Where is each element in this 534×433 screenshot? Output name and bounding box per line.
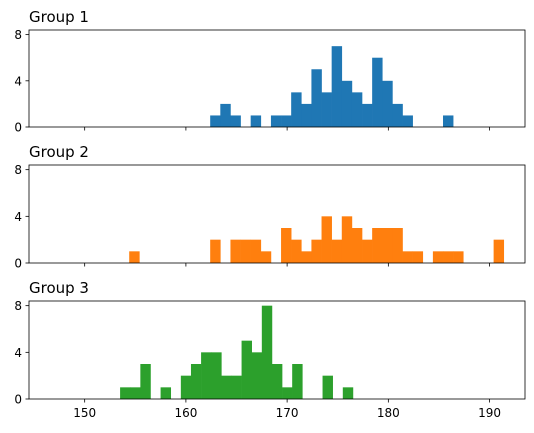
- histogram-bar: [341, 216, 353, 263]
- ticks-group-3: 150 160 170 180 190 0 4 8: [14, 299, 501, 420]
- x-tick-label: 170: [276, 406, 299, 420]
- histogram-bar: [372, 57, 383, 127]
- histogram-bar: [251, 352, 263, 399]
- histogram-bar: [281, 115, 292, 127]
- histogram-bar: [261, 305, 273, 399]
- histogram-bar: [331, 46, 343, 127]
- histogram-bar: [291, 239, 302, 263]
- histogram-bar: [362, 239, 373, 263]
- ticks-group-1: 0 4 8: [14, 28, 490, 135]
- y-tick-label: 4: [14, 346, 22, 360]
- ticks-group-2: 0 4 8: [14, 163, 490, 271]
- axes-frame: [28, 300, 526, 400]
- histogram-bar: [342, 387, 354, 399]
- y-tick-label: 8: [14, 299, 22, 313]
- x-tick-label: 190: [478, 406, 501, 420]
- histogram-bar: [270, 115, 282, 127]
- panel-title: Group 3: [29, 279, 89, 297]
- histogram-bar: [211, 352, 222, 399]
- histogram-bar: [210, 115, 221, 127]
- histogram-bar: [372, 228, 383, 263]
- y-tick-label: 0: [14, 393, 22, 407]
- y-tick-label: 4: [14, 74, 22, 88]
- histogram-bar: [160, 387, 172, 399]
- histogram-bar: [382, 80, 393, 127]
- bars-group-3: [120, 305, 354, 399]
- histogram-bar: [412, 251, 424, 263]
- histogram-bar: [221, 375, 232, 399]
- histogram-bar: [190, 364, 202, 399]
- y-tick-label: 0: [14, 257, 22, 271]
- histogram-bar: [392, 228, 403, 263]
- histogram-bar: [129, 251, 140, 263]
- x-tick-label: 150: [73, 406, 96, 420]
- histogram-bar: [291, 92, 302, 127]
- histogram-bar: [282, 387, 293, 399]
- histogram-bar: [311, 239, 322, 263]
- histogram-bar: [250, 115, 262, 127]
- axes-frame: [28, 164, 526, 264]
- histogram-bar: [331, 239, 343, 263]
- histogram-bar: [260, 251, 272, 263]
- bars-group-2: [129, 216, 505, 263]
- histogram-bar: [292, 364, 303, 399]
- x-tick-label: 160: [174, 406, 197, 420]
- y-tick-label: 0: [14, 121, 22, 135]
- panel-title: Group 2: [29, 143, 89, 161]
- panel-group-1: Group 1 0 4 8: [14, 8, 526, 135]
- histogram-bar: [281, 228, 292, 263]
- histogram-bar: [432, 251, 444, 263]
- histogram-bar: [210, 239, 221, 263]
- histogram-bar: [321, 92, 332, 127]
- histogram-bar: [271, 364, 283, 399]
- histogram-bar: [321, 216, 332, 263]
- axes-frame: [28, 29, 526, 128]
- histogram-bar: [362, 103, 373, 127]
- histogram-bar: [341, 80, 353, 127]
- histogram-bar: [443, 115, 454, 127]
- panel-title: Group 1: [29, 8, 89, 26]
- histogram-bar: [230, 115, 241, 127]
- histogram-bar: [493, 239, 505, 263]
- histogram-bar: [201, 352, 212, 399]
- histogram-bar: [351, 92, 363, 127]
- histogram-bar: [453, 251, 464, 263]
- y-tick-label: 4: [14, 210, 22, 224]
- histogram-bar: [231, 375, 242, 399]
- histogram-bar: [120, 387, 131, 399]
- histogram-bar: [140, 364, 151, 399]
- histogram-bar: [301, 251, 312, 263]
- histogram-bar: [250, 239, 262, 263]
- histogram-bar: [382, 228, 393, 263]
- histogram-bar: [351, 228, 363, 263]
- histogram-bar: [301, 103, 312, 127]
- histogram-bar: [322, 375, 333, 399]
- x-tick-label: 180: [377, 406, 400, 420]
- panel-group-3: Group 3 150 160 170 180 190 0 4 8: [14, 279, 526, 420]
- histogram-bar: [220, 103, 231, 127]
- histogram-bar: [241, 340, 252, 399]
- y-tick-label: 8: [14, 163, 22, 177]
- histogram-bar: [311, 69, 322, 127]
- histogram-bar: [402, 251, 413, 263]
- histogram-bar: [180, 375, 192, 399]
- histogram-bar: [443, 251, 454, 263]
- histogram-bar: [392, 103, 403, 127]
- y-tick-label: 8: [14, 28, 22, 42]
- histogram-bar: [130, 387, 141, 399]
- histogram-bar: [402, 115, 413, 127]
- histogram-bar: [230, 239, 241, 263]
- histogram-bar: [240, 239, 251, 263]
- panel-group-2: Group 2 0 4 8: [14, 143, 526, 271]
- bars-group-1: [210, 46, 454, 127]
